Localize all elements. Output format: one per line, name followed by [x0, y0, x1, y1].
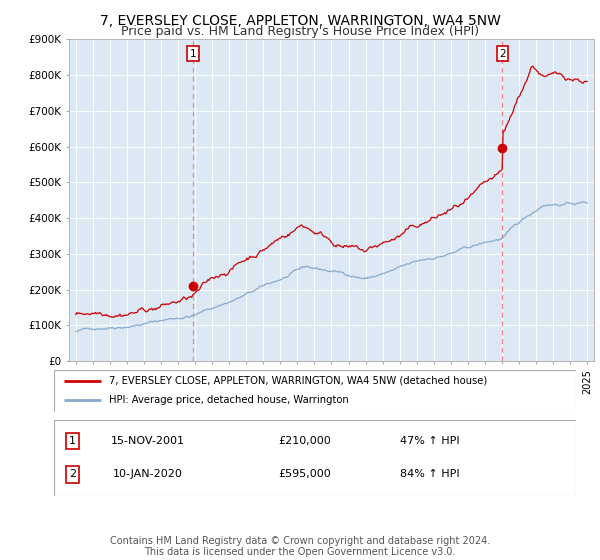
Text: 2: 2 — [69, 469, 76, 479]
Text: 2: 2 — [499, 49, 506, 58]
Text: 1: 1 — [190, 49, 196, 58]
Text: Contains HM Land Registry data © Crown copyright and database right 2024.
This d: Contains HM Land Registry data © Crown c… — [110, 535, 490, 557]
Text: 10-JAN-2020: 10-JAN-2020 — [113, 469, 183, 479]
Text: HPI: Average price, detached house, Warrington: HPI: Average price, detached house, Warr… — [109, 395, 349, 405]
Text: 1: 1 — [69, 436, 76, 446]
Text: £595,000: £595,000 — [278, 469, 331, 479]
Text: 7, EVERSLEY CLOSE, APPLETON, WARRINGTON, WA4 5NW: 7, EVERSLEY CLOSE, APPLETON, WARRINGTON,… — [100, 14, 500, 28]
FancyBboxPatch shape — [54, 370, 576, 412]
Text: 47% ↑ HPI: 47% ↑ HPI — [400, 436, 460, 446]
FancyBboxPatch shape — [54, 420, 576, 496]
Text: 15-NOV-2001: 15-NOV-2001 — [111, 436, 185, 446]
Text: 7, EVERSLEY CLOSE, APPLETON, WARRINGTON, WA4 5NW (detached house): 7, EVERSLEY CLOSE, APPLETON, WARRINGTON,… — [109, 376, 487, 386]
Text: £210,000: £210,000 — [278, 436, 331, 446]
Text: Price paid vs. HM Land Registry's House Price Index (HPI): Price paid vs. HM Land Registry's House … — [121, 25, 479, 38]
Text: 84% ↑ HPI: 84% ↑ HPI — [400, 469, 460, 479]
